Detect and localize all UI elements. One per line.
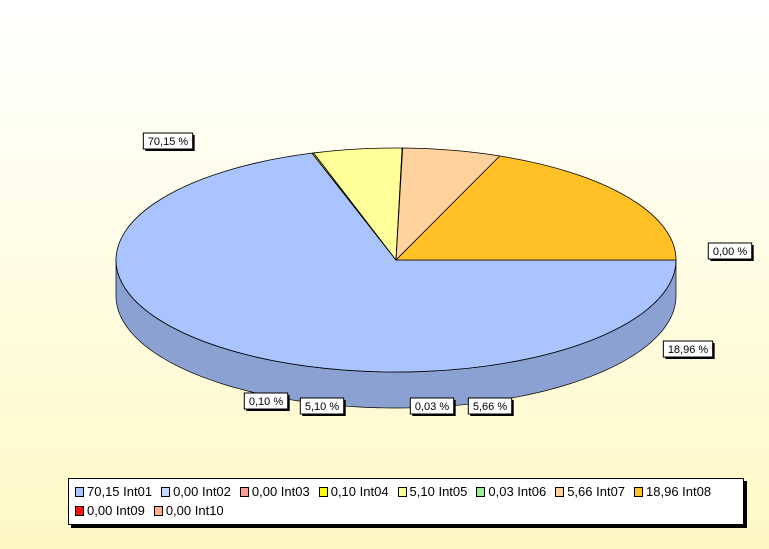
slice-label-text: 0,03 % <box>415 401 449 413</box>
slice-label-text: 18,96 % <box>668 344 709 356</box>
legend-item-int03: 0,00 Int03 <box>239 482 310 501</box>
slice-label-text: 70,15 % <box>148 136 189 148</box>
slice-labels: 70,15 % 0,00 % 18,96 % 5,66 % 0,03 % 5,10 % 0,… <box>142 132 754 416</box>
legend-swatch <box>318 486 328 497</box>
legend-item-int08: 18,96 Int08 <box>634 482 711 501</box>
slice-label-int06: 0,03 % <box>409 397 456 416</box>
legend-label: 70,15 Int01 <box>87 484 153 499</box>
legend-swatch <box>555 486 565 497</box>
slice-label-text: 0,00 % <box>713 246 747 258</box>
legend-item-int01: 70,15 Int01 <box>75 482 152 501</box>
pie-slices <box>115 147 677 409</box>
slice-label-int01: 70,15 % <box>142 132 195 151</box>
legend-item-int04: 0,10 Int04 <box>318 482 389 501</box>
legend-swatch <box>397 486 407 497</box>
slice-label-int04: 0,10 % <box>243 392 290 411</box>
legend-label: 0,00 Int09 <box>87 503 145 518</box>
legend-label: 0,00 Int02 <box>173 484 231 499</box>
legend-swatch <box>634 486 644 497</box>
legend-label: 0,00 Int03 <box>251 484 310 499</box>
slice-int08 <box>395 155 677 261</box>
legend-label: 18,96 Int08 <box>646 484 712 499</box>
legend-item-int09: 0,00 Int09 <box>75 501 145 520</box>
legend-swatch <box>153 505 163 516</box>
legend-label: 0,00 Int10 <box>165 503 224 518</box>
slice-label-int08: 18,96 % <box>662 340 715 359</box>
slice-int01 <box>115 152 677 373</box>
slice-label-int02: 0,00 % <box>707 242 754 261</box>
legend-label: 0,03 Int06 <box>488 484 547 499</box>
legend-item-int02: 0,00 Int02 <box>161 482 231 501</box>
slice-label-int07: 5,66 % <box>467 397 514 416</box>
legend-swatch <box>239 486 249 497</box>
legend-swatch <box>161 486 171 497</box>
slice-label-int05: 5,10 % <box>299 397 346 416</box>
legend-item-int10: 0,00 Int10 <box>153 501 224 520</box>
legend-label: 5,66 Int07 <box>567 484 626 499</box>
legend-item-int05: 5,10 Int05 <box>397 482 468 501</box>
legend-swatch <box>75 486 84 497</box>
legend: 70,15 Int01 0,00 Int02 0,00 Int03 0,10 Int0… <box>68 478 744 525</box>
legend-label: 5,10 Int05 <box>409 484 468 499</box>
legend-item-int07: 5,66 Int07 <box>555 482 625 501</box>
legend-item-int06: 0,03 Int06 <box>476 482 546 501</box>
slice-label-text: 0,10 % <box>249 396 283 408</box>
legend-swatch <box>75 505 84 516</box>
legend-swatch <box>476 486 486 497</box>
legend-label: 0,10 Int04 <box>330 484 389 499</box>
slice-label-text: 5,66 % <box>473 401 507 413</box>
slice-label-text: 5,10 % <box>305 401 339 413</box>
